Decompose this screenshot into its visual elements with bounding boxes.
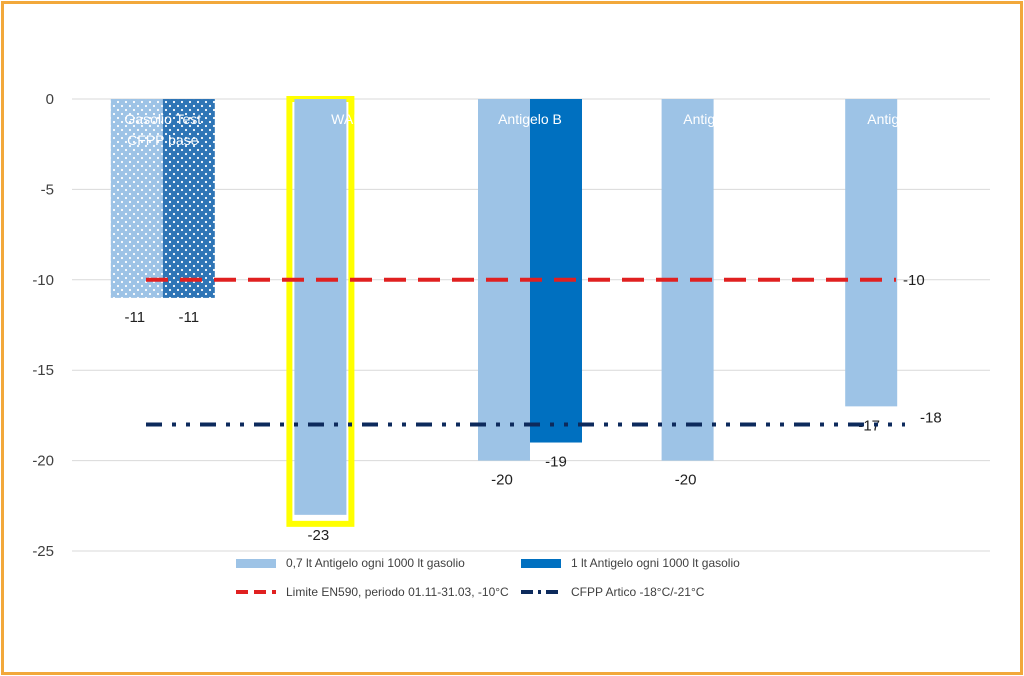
legend-swatch — [236, 559, 276, 568]
category-label: WAFI — [331, 111, 365, 127]
category-label: Gasolio Test — [124, 111, 201, 127]
reference-line-label: -18 — [920, 409, 942, 426]
data-label: -19 — [545, 454, 567, 471]
category-label: Antigelo B — [498, 111, 562, 127]
y-tick-label: -15 — [32, 362, 54, 379]
legend-label: Limite EN590, periodo 01.11-31.03, -10°C — [286, 585, 509, 599]
bar — [530, 99, 582, 443]
data-label: -20 — [491, 472, 513, 489]
y-tick-label: -25 — [32, 543, 54, 560]
y-tick-label: -5 — [41, 181, 54, 198]
data-label: -11 — [125, 309, 146, 326]
y-tick-label: 0 — [46, 91, 54, 108]
category-label: CFPP base — [127, 132, 199, 148]
bar — [162, 99, 215, 298]
bar — [845, 99, 898, 407]
bar — [110, 99, 163, 298]
reference-line-label: -10 — [903, 272, 925, 289]
legend-label: 1 lt Antigelo ogni 1000 lt gasolio — [571, 556, 740, 570]
data-label: -11 — [179, 309, 200, 326]
category-label: Antigelo C — [683, 111, 748, 127]
bar — [294, 99, 347, 515]
legend-label: 0,7 lt Antigelo ogni 1000 lt gasolio — [286, 556, 465, 570]
data-label: -23 — [308, 527, 330, 544]
y-tick-label: -10 — [32, 272, 54, 289]
y-tick-label: -20 — [32, 453, 54, 470]
data-label: -17 — [858, 417, 880, 434]
legend-swatch — [521, 559, 561, 568]
data-label: -20 — [675, 472, 697, 489]
legend-label: CFPP Artico -18°C/-21°C — [571, 585, 705, 599]
category-label: Antigelo E — [867, 111, 931, 127]
